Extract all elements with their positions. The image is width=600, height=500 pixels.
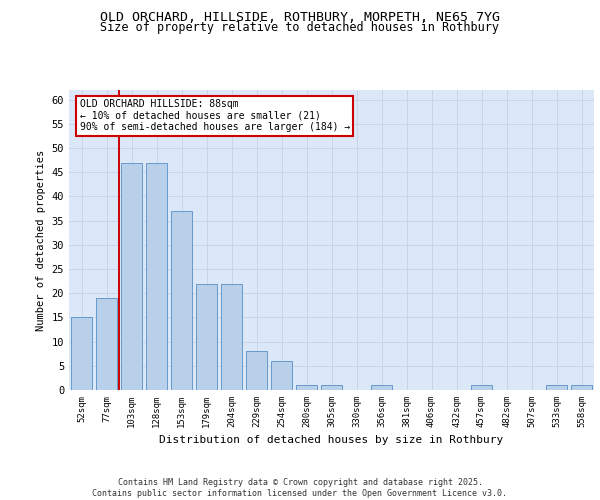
Y-axis label: Number of detached properties: Number of detached properties (36, 150, 46, 330)
Bar (321, 385, 342, 390)
X-axis label: Distribution of detached houses by size in Rothbury: Distribution of detached houses by size … (160, 436, 503, 446)
Bar (171, 211, 192, 390)
Text: Size of property relative to detached houses in Rothbury: Size of property relative to detached ho… (101, 21, 499, 34)
Bar (71, 318, 92, 390)
Text: OLD ORCHARD HILLSIDE: 88sqm
← 10% of detached houses are smaller (21)
90% of sem: OLD ORCHARD HILLSIDE: 88sqm ← 10% of det… (79, 99, 350, 132)
Bar (246, 352, 267, 390)
Bar (571, 385, 592, 390)
Bar (296, 385, 317, 390)
Bar (121, 162, 142, 390)
Bar (96, 298, 117, 390)
Bar (546, 385, 567, 390)
Bar (221, 284, 242, 390)
Bar (471, 385, 492, 390)
Bar (196, 284, 217, 390)
Bar (371, 385, 392, 390)
Bar (146, 162, 167, 390)
Text: Contains HM Land Registry data © Crown copyright and database right 2025.
Contai: Contains HM Land Registry data © Crown c… (92, 478, 508, 498)
Text: OLD ORCHARD, HILLSIDE, ROTHBURY, MORPETH, NE65 7YG: OLD ORCHARD, HILLSIDE, ROTHBURY, MORPETH… (100, 11, 500, 24)
Bar (271, 361, 292, 390)
